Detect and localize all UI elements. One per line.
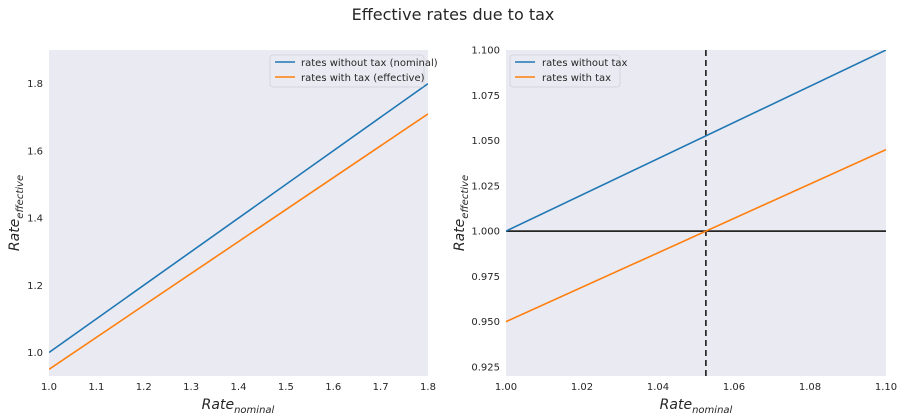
right-y-axis-label: Rateeffective (452, 175, 471, 251)
y-tick-label: 1.6 (27, 146, 43, 157)
x-tick-label: 1.5 (278, 382, 294, 393)
x-tick-label: 1.7 (373, 382, 389, 393)
x-tick-label: 1.6 (325, 382, 341, 393)
x-tick-label: 1.02 (571, 382, 593, 393)
left-legend-label-effective: rates with tax (effective) (301, 73, 425, 84)
y-tick-label: 0.950 (471, 317, 500, 328)
x-tick-label: 1.8 (420, 382, 436, 393)
y-tick-label: 1.075 (471, 91, 500, 102)
left-legend-label-nominal: rates without tax (nominal) (301, 58, 438, 69)
x-tick-label: 1.2 (136, 382, 152, 393)
x-tick-label: 1.0 (41, 382, 57, 393)
left-x-axis-label: Ratenominal (202, 397, 275, 416)
x-tick-label: 1.4 (231, 382, 247, 393)
figure-title: Effective rates due to tax (352, 5, 555, 24)
y-tick-label: 1.4 (27, 214, 43, 225)
right-legend: rates without tax rates with tax (509, 54, 628, 88)
left-chart-marks (49, 82, 428, 370)
series-line-0 (49, 82, 428, 354)
x-tick-label: 1.06 (723, 382, 745, 393)
left-y-axis-label: Rateeffective (7, 175, 26, 251)
x-tick-label: 1.00 (495, 382, 517, 393)
x-tick-label: 1.3 (183, 382, 199, 393)
y-tick-label: 1.025 (471, 181, 500, 192)
right-legend-label-with-tax: rates with tax (542, 73, 611, 84)
left-legend: rates without tax (nominal) rates with t… (269, 54, 438, 88)
left-legend-box (269, 54, 425, 88)
y-tick-label: 0.975 (471, 272, 500, 283)
right-plot-area (506, 50, 886, 376)
series-line-1 (506, 148, 886, 323)
right-legend-box (509, 54, 621, 88)
right-legend-label-without-tax: rates without tax (542, 58, 628, 69)
y-tick-label: 1.000 (471, 227, 500, 238)
x-tick-label: 1.10 (875, 382, 897, 393)
x-tick-label: 1.04 (647, 382, 669, 393)
left-plot-area (49, 50, 428, 376)
y-tick-label: 1.100 (471, 46, 500, 57)
y-tick-label: 0.925 (471, 362, 500, 373)
right-chart-marks (506, 50, 886, 376)
y-tick-label: 1.2 (27, 281, 43, 292)
left-chart-panel: 1.0 1.1 1.2 1.3 1.4 1.5 1.6 1.7 1.8 1.0 1.2 1.4 1.6 1… (7, 50, 438, 416)
x-tick-label: 1.08 (799, 382, 821, 393)
series-line-0 (506, 50, 886, 232)
y-tick-label: 1.0 (27, 348, 43, 359)
series-line-1 (49, 113, 428, 370)
x-tick-label: 1.1 (88, 382, 104, 393)
y-tick-label: 1.8 (27, 79, 43, 90)
y-tick-label: 1.050 (471, 136, 500, 147)
left-chart-ticks: 1.0 1.1 1.2 1.3 1.4 1.5 1.6 1.7 1.8 1.0 1.2 1.4 1.6 1… (27, 79, 436, 393)
right-chart-ticks: 1.00 1.02 1.04 1.06 1.08 1.10 0.925 0.950 0.975 1… (471, 46, 897, 394)
right-chart-panel: 1.00 1.02 1.04 1.06 1.08 1.10 0.925 0.950 0.975 1… (452, 46, 897, 417)
right-x-axis-label: Ratenominal (660, 397, 733, 416)
